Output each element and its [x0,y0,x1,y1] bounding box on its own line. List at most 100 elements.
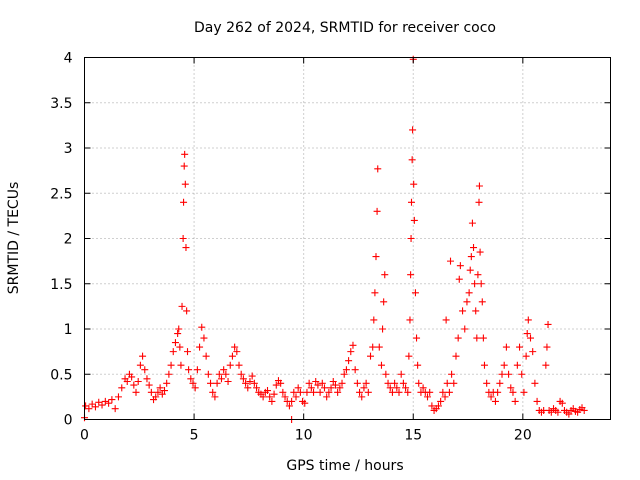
data-point [445,388,453,396]
data-point [288,397,296,405]
data-point [498,370,506,378]
data-point [374,165,382,173]
data-point [331,381,339,389]
data-point [111,405,119,413]
data-point [428,402,436,410]
data-point [351,366,359,374]
data-point [407,235,415,242]
data-point [303,388,311,396]
data-point [442,316,450,324]
data-point [85,405,93,413]
data-point [237,370,245,378]
data-point [391,379,399,387]
data-point [507,384,515,392]
data-point [367,352,375,360]
y-tick-label: 3.5 [50,96,72,112]
data-point [382,370,390,378]
data-point [377,361,385,369]
data-point [169,348,177,356]
data-point [167,361,175,369]
data-point [516,343,524,351]
x-axis-label: GPS time / hours [286,458,403,474]
data-point [279,388,287,396]
data-point [158,390,166,398]
data-point [554,408,562,416]
data-point [373,207,381,215]
plot-frame [84,57,611,420]
data-point [336,384,344,392]
data-point [408,156,416,164]
data-point [231,343,239,351]
data-point [402,384,410,392]
data-point [397,370,405,378]
data-point [277,379,285,387]
data-point [426,388,434,396]
data-point [456,262,464,270]
data-point [423,393,431,401]
data-point [491,397,499,405]
data-point [316,388,324,396]
data-point [101,397,109,405]
data-point [483,379,491,387]
data-point [565,410,573,418]
data-point [370,316,378,324]
data-point [193,366,201,374]
data-point [411,289,419,297]
y-tick-label: 4 [64,51,73,67]
data-point [224,377,232,385]
data-point [381,271,389,279]
data-point [437,397,445,405]
data-point [180,162,188,170]
data-point [259,393,267,401]
data-point [558,399,566,407]
data-point [345,357,353,365]
data-point [296,388,304,396]
data-point [250,379,258,387]
data-point [268,397,276,405]
data-point [305,379,313,387]
data-point [204,370,212,378]
data-point [371,289,379,297]
data-point [211,393,219,401]
data-point [480,361,488,369]
data-point [471,280,479,288]
x-tick-label: 0 [80,428,89,444]
data-point [470,244,478,252]
data-point [405,352,413,360]
data-point [395,388,403,396]
data-point [239,375,247,383]
data-point [529,348,537,356]
data-point [360,384,368,392]
data-point [246,377,254,385]
data-point [533,397,541,405]
data-point [209,388,217,396]
y-tick-label: 1 [64,322,73,338]
data-point [358,393,366,401]
data-point [404,388,412,396]
y-tick-label: 2.5 [50,186,72,202]
data-point [496,379,504,387]
data-point [118,384,126,392]
data-point [369,343,377,351]
data-point [156,384,164,392]
data-point [452,352,460,360]
data-point [467,253,475,261]
data-point [478,298,486,306]
data-point [132,388,140,396]
data-point [301,399,309,407]
data-point [244,384,252,392]
data-point [143,375,151,383]
y-axis-label: SRMTID / TECUs [6,182,22,295]
axis-ticks [84,57,611,420]
data-point [154,388,162,396]
data-point [165,370,173,378]
x-tick-label: 10 [295,428,313,444]
data-point [474,271,482,279]
data-point [494,388,502,396]
data-point [547,408,555,416]
data-point [523,330,531,338]
data-point [384,379,392,387]
grid-lines [84,57,611,420]
data-point [181,150,189,158]
data-point [136,361,144,369]
